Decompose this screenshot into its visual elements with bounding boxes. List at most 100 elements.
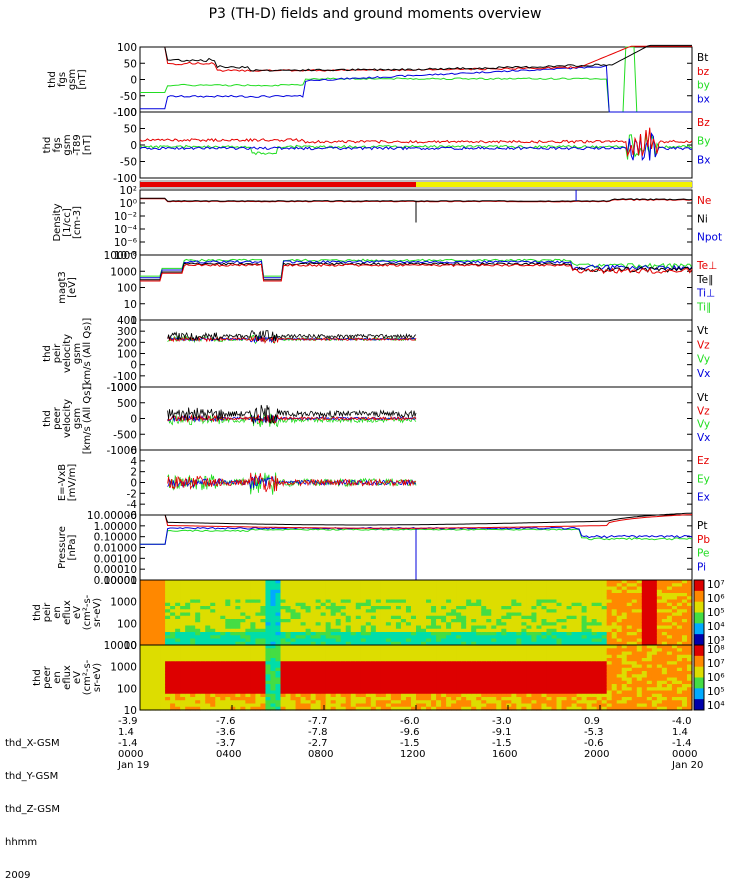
spec-cell	[541, 703, 548, 708]
spec-cell	[431, 632, 437, 636]
spec-cell	[220, 677, 226, 682]
spec-cell	[431, 706, 437, 711]
spec-cell	[280, 693, 287, 698]
spec-cell	[436, 677, 442, 682]
spec-cell	[586, 684, 593, 688]
ylabel: [nT]	[82, 135, 93, 155]
spec-cell	[280, 599, 287, 604]
spec-cell	[596, 690, 603, 695]
spec-cell	[210, 680, 216, 685]
spec-cell	[436, 586, 442, 591]
spec-cell	[140, 609, 146, 614]
spec-cell	[260, 645, 267, 649]
spec-cell	[315, 583, 322, 588]
spec-cell	[651, 641, 658, 646]
spec-cell	[240, 693, 246, 698]
spec-cell	[225, 697, 231, 701]
spec-cell	[275, 602, 282, 607]
spec-cell	[681, 684, 688, 688]
spec-cell	[145, 641, 151, 646]
spec-cell	[395, 661, 402, 666]
spec-cell	[526, 684, 533, 688]
spec-cell	[200, 638, 206, 643]
spec-cell	[486, 654, 492, 659]
spec-cell	[666, 625, 673, 630]
spec-cell	[541, 664, 548, 669]
spec-cell	[320, 599, 327, 604]
spec-cell	[666, 648, 673, 653]
spec-cell	[661, 658, 668, 662]
spec-cell	[195, 700, 201, 705]
spec-cell	[175, 589, 181, 594]
spec-cell	[160, 645, 166, 649]
spec-cell	[405, 635, 412, 640]
spec-cell	[676, 602, 683, 607]
spec-cell	[265, 580, 272, 584]
spec-cell	[621, 690, 628, 695]
spec-cell	[621, 625, 628, 630]
spec-cell	[145, 609, 151, 614]
spec-cell	[295, 606, 302, 610]
spec-cell	[305, 700, 312, 705]
spec-cell	[466, 580, 472, 584]
spec-cell	[416, 687, 422, 692]
spec-cell	[491, 661, 497, 666]
spec-cell	[170, 619, 176, 623]
spec-cell	[340, 651, 347, 656]
spec-cell	[596, 628, 603, 633]
spec-cell	[516, 622, 522, 627]
spec-cell	[596, 658, 603, 662]
spec-cell	[375, 706, 382, 711]
spec-cell	[370, 641, 377, 646]
spec-cell	[461, 645, 467, 649]
spec-cell	[345, 593, 352, 597]
spec-cell	[581, 638, 588, 643]
spec-cell	[666, 622, 673, 627]
series-Ex	[167, 475, 417, 489]
spec-cell	[601, 606, 608, 610]
spec-cell	[270, 645, 277, 649]
spec-cell	[621, 615, 628, 620]
spec-cell	[205, 586, 211, 591]
spec-cell	[451, 625, 457, 630]
spec-cell	[305, 661, 312, 666]
spec-cell	[561, 651, 568, 656]
spec-cell	[591, 589, 598, 594]
ytick-label: 10⁻⁴	[114, 224, 137, 236]
spec-cell	[385, 612, 392, 617]
spec-cell	[185, 593, 191, 597]
spec-cell	[541, 622, 548, 627]
spec-cell	[491, 654, 497, 659]
spec-cell	[350, 674, 357, 679]
spec-cell	[511, 690, 517, 695]
spec-cell	[671, 667, 678, 672]
spec-cell	[661, 687, 668, 692]
spec-cell	[506, 602, 512, 607]
spec-cell	[325, 612, 332, 617]
spec-cell	[185, 625, 191, 630]
spec-cell	[511, 706, 517, 711]
spec-cell	[230, 703, 236, 708]
spec-cell	[300, 632, 307, 636]
spec-cell	[395, 677, 402, 682]
spec-cell	[160, 586, 166, 591]
spec-cell	[150, 706, 156, 711]
spec-cell	[405, 619, 412, 623]
spec-cell	[521, 596, 527, 601]
spec-cell	[380, 589, 387, 594]
spec-cell	[275, 589, 282, 594]
spec-cell	[180, 654, 186, 659]
spec-cell	[421, 693, 427, 698]
spec-cell	[150, 602, 156, 607]
spec-cell	[360, 628, 367, 633]
spec-cell	[250, 628, 257, 633]
spec-cell	[601, 680, 608, 685]
spec-cell	[661, 661, 668, 666]
spec-cell	[621, 602, 628, 607]
spec-cell	[340, 700, 347, 705]
spec-cell	[571, 606, 578, 610]
spec-cell	[155, 687, 161, 692]
spec-cell	[476, 638, 482, 643]
spec-cell	[561, 628, 568, 633]
spec-cell	[245, 693, 251, 698]
